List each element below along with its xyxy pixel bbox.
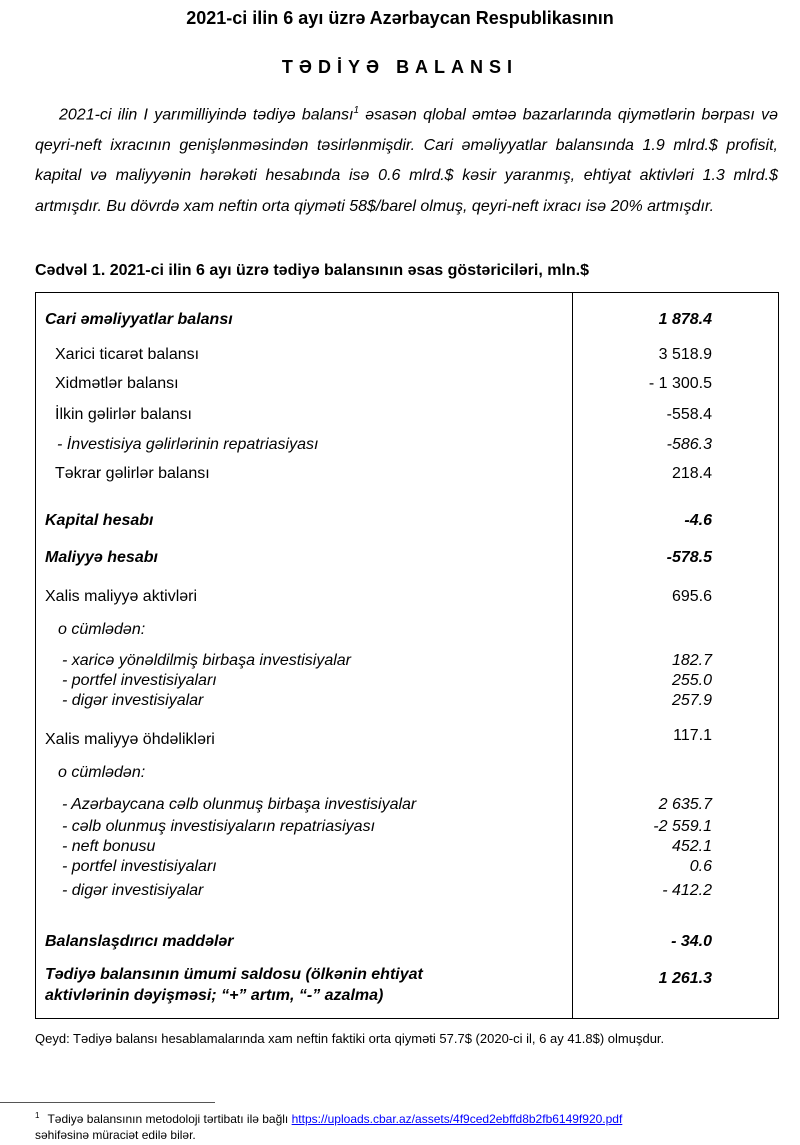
row-label-cont: aktivlərinin dəyişməsi; “+” artım, “-” a… <box>45 987 384 1004</box>
table-note: Qeyd: Tədiyə balansı hesablamalarında xa… <box>35 1031 665 1046</box>
row-label: Balanslaşdırıcı maddələr <box>45 933 234 950</box>
row-value: -4.6 <box>684 512 712 529</box>
intro-paragraph: 2021-ci ilin I yarımilliyində tədiyə bal… <box>35 96 778 222</box>
row-value: 255.0 <box>671 672 712 689</box>
row-value: 218.4 <box>671 465 712 482</box>
row-label: - portfel investisiyaları <box>62 672 217 689</box>
row-value: 0.6 <box>689 858 712 875</box>
row-value: 2 635.7 <box>658 796 712 813</box>
intro-text: 2021-ci ilin I yarımilliyində tədiyə bal… <box>59 106 354 124</box>
row-label: Maliyyə hesabı <box>45 549 158 566</box>
row-value: 452.1 <box>671 838 712 855</box>
methodology-link[interactable]: https://uploads.cbar.az/assets/4f9ced2eb… <box>291 1112 623 1126</box>
row-label: - Azərbaycana cəlb olunmuş birbaşa inves… <box>62 796 417 813</box>
row-label: - digər investisiyalar <box>62 882 204 899</box>
footnote: 1 Tədiyə balansının metodoloji tərtibatı … <box>35 1108 622 1143</box>
row-value: - 1 300.5 <box>648 375 712 392</box>
column-divider <box>572 292 573 1018</box>
row-value: 1 878.4 <box>658 311 712 328</box>
row-value: 182.7 <box>671 652 712 669</box>
row-label: - cəlb olunmuş investisiyaların repatria… <box>62 818 376 835</box>
row-label: Tədiyə balansının ümumi saldosu (ölkənin… <box>45 966 423 983</box>
footnote-separator <box>0 1102 215 1103</box>
row-value: - 412.2 <box>662 882 712 899</box>
table-caption: Cədvəl 1. 2021-ci ilin 6 ayı üzrə tədiyə… <box>35 262 590 279</box>
row-value: 1 261.3 <box>658 970 712 987</box>
footnote-mark: 1 <box>35 1111 40 1120</box>
footnote-text: Tədiyə balansının metodoloji tərtibatı i… <box>47 1112 292 1126</box>
row-label: Kapital hesabı <box>45 512 154 529</box>
row-value: -2 559.1 <box>653 818 712 835</box>
row-label: o cümlədən: <box>58 764 146 781</box>
row-value: 257.9 <box>671 692 712 709</box>
row-label: Xalis maliyyə öhdəlikləri <box>45 731 215 748</box>
row-value: 3 518.9 <box>658 346 712 363</box>
row-label: Xarici ticarət balansı <box>55 346 200 363</box>
document-subtitle: TƏDİYƏ BALANSI <box>281 57 519 77</box>
row-value: 695.6 <box>671 588 712 605</box>
row-label: - portfel investisiyaları <box>62 858 217 875</box>
row-value: 117.1 <box>673 727 712 744</box>
table-border <box>35 292 779 1019</box>
row-value: -578.5 <box>666 549 712 566</box>
footnote-ref: 1 <box>353 105 359 116</box>
footnote-text-cont: səhifəsinə müraciət edilə bilər. <box>35 1128 196 1142</box>
row-label: Təkrar gəlirlər balansı <box>55 465 210 482</box>
row-label: Xalis maliyyə aktivləri <box>45 588 198 605</box>
row-value: -558.4 <box>666 406 712 423</box>
row-label: - digər investisiyalar <box>62 692 204 709</box>
row-value: -586.3 <box>666 436 712 453</box>
document-title: 2021-ci ilin 6 ayı üzrə Azərbaycan Respu… <box>186 8 614 28</box>
intro-text-cont: əsasən qlobal əmtəə bazarlarında qiymətl… <box>35 106 779 215</box>
row-label: - İnvestisiya gəlirlərinin repatriasiyas… <box>57 436 319 453</box>
row-label: Cari əməliyyatlar balansı <box>45 311 233 328</box>
row-label: İlkin gəlirlər balansı <box>55 406 192 423</box>
row-label: o cümlədən: <box>58 621 146 638</box>
row-label: - xaricə yönəldilmiş birbaşa investisiya… <box>62 652 351 669</box>
row-value: - 34.0 <box>671 933 712 950</box>
row-label: Xidmətlər balansı <box>55 375 179 392</box>
row-label: - neft bonusu <box>62 838 156 855</box>
